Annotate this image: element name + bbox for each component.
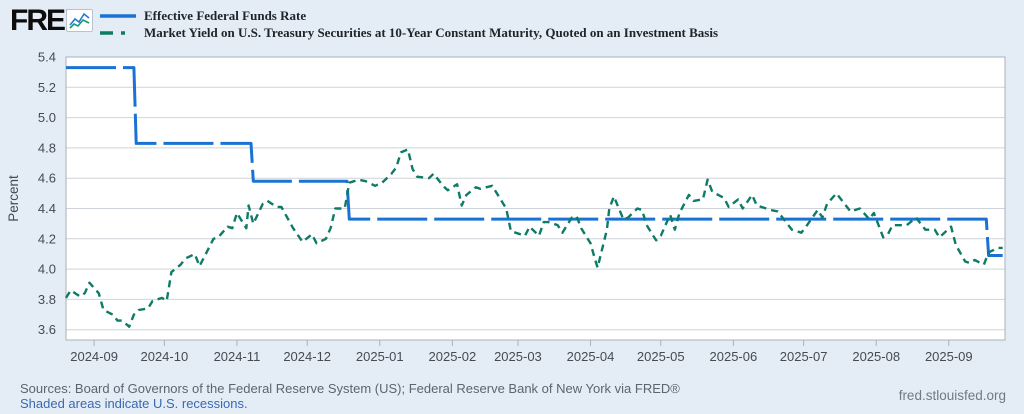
x-tick-label: 2025-07 [780, 349, 828, 364]
footer-site-link[interactable]: fred.stlouisfed.org [898, 388, 1006, 403]
footer-sources: Sources: Board of Governors of the Feder… [20, 381, 680, 396]
x-tick-label: 2024-10 [140, 349, 188, 364]
fred-sparkline-icon [66, 9, 93, 32]
legend-swatch-solid-line-icon [100, 13, 136, 18]
y-tick-labels: 5.4 5.2 5.0 4.8 4.6 4.4 4.2 4.0 3.8 3.6 [38, 50, 56, 338]
y-tick-label: 4.6 [38, 171, 56, 186]
x-tick-label: 2025-03 [494, 349, 542, 364]
y-tick-label: 4.8 [38, 140, 56, 155]
plot-border [65, 56, 1006, 341]
y-axis-label: Percent [6, 175, 21, 222]
x-tick-label: 2025-09 [925, 349, 973, 364]
x-tick-label: 2025-06 [710, 349, 758, 364]
legend-label-treasury[interactable]: Market Yield on U.S. Treasury Securities… [144, 24, 719, 40]
x-tick-label: 2025-08 [852, 349, 900, 364]
y-tick-label: 4.0 [38, 262, 56, 277]
legend-item-effr[interactable]: Effective Federal Funds Rate [99, 7, 718, 24]
legend-label-effr[interactable]: Effective Federal Funds Rate [144, 7, 307, 23]
y-tick-label: 3.6 [38, 322, 56, 337]
y-tick-label: 5.4 [38, 50, 56, 65]
x-tick-label: 2024-11 [214, 349, 261, 364]
x-axis: 2024-09 2024-10 2024-11 2024-12 2025-01 2025-… [70, 340, 973, 364]
x-tick-label: 2025-04 [567, 349, 615, 364]
chart-legend: Effective Federal Funds Rate Market Yiel… [99, 7, 718, 41]
y-tick-label: 5.0 [38, 110, 56, 125]
footer-recessions-link[interactable]: Shaded areas indicate U.S. recessions. [20, 396, 248, 411]
legend-item-treasury[interactable]: Market Yield on U.S. Treasury Securities… [99, 24, 718, 41]
x-tick-label: 2024-09 [70, 349, 118, 364]
x-tick-label: 2025-01 [356, 349, 404, 364]
plot-area [66, 57, 1005, 340]
y-tick-label: 5.2 [38, 80, 56, 95]
x-tick-label: 2024-12 [283, 349, 331, 364]
x-tick-label: 2025-02 [429, 349, 477, 364]
y-tick-label: 4.4 [38, 201, 56, 216]
legend-swatch-dashed-line-icon [100, 30, 136, 35]
series-line-treasury-10y [64, 148, 1003, 328]
series-line-effr [66, 66, 1003, 257]
y-tick-label: 4.2 [38, 231, 56, 246]
y-tick-label: 3.8 [38, 292, 56, 307]
x-tick-label: 2025-05 [637, 349, 685, 364]
